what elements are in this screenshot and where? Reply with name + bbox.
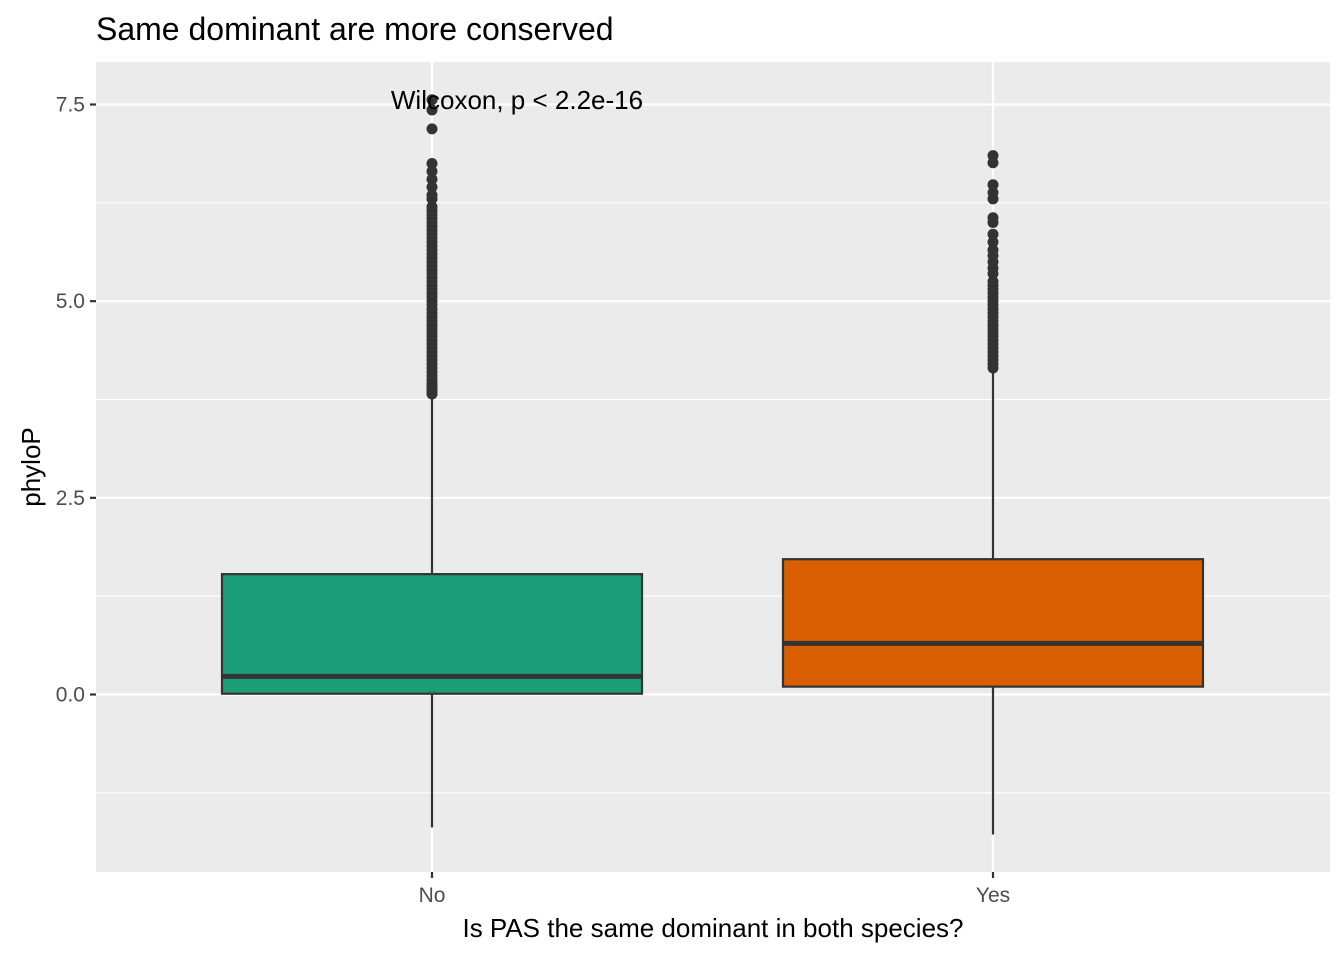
outlier-point xyxy=(987,228,999,240)
y-tick-label: 0.0 xyxy=(56,684,85,707)
outlier-point xyxy=(426,123,438,135)
outlier-point xyxy=(426,189,438,201)
outlier-point xyxy=(987,276,999,287)
outlier-point xyxy=(426,94,438,106)
y-tick-label: 2.5 xyxy=(56,487,85,510)
y-axis-title: phyloP xyxy=(16,427,46,507)
box-yes xyxy=(781,150,1205,835)
x-axis-title: Is PAS the same dominant in both species… xyxy=(462,913,963,943)
outlier-point xyxy=(426,158,438,169)
y-tick-label: 7.5 xyxy=(56,94,85,117)
iqr-box xyxy=(781,558,1205,688)
iqr-box xyxy=(220,573,644,695)
outlier-point xyxy=(987,150,999,162)
chart-title: Same dominant are more conserved xyxy=(96,11,614,47)
y-tick-label: 5.0 xyxy=(56,290,85,313)
outlier-point xyxy=(987,244,999,256)
outlier-point xyxy=(426,181,438,193)
outlier-point xyxy=(426,201,438,213)
outlier-point xyxy=(987,212,999,224)
x-axis: No Yes xyxy=(419,872,1010,907)
outlier-point xyxy=(426,104,438,116)
outlier-point xyxy=(987,187,999,199)
x-tick-label: No xyxy=(419,884,446,907)
plot-panel xyxy=(96,62,1330,872)
x-tick-label: Yes xyxy=(976,884,1010,907)
wilcoxon-annotation: Wilcoxon, p < 2.2e-16 xyxy=(391,85,643,115)
y-axis: 0.0 2.5 5.0 7.5 xyxy=(56,94,96,707)
outlier-point xyxy=(987,179,999,191)
outlier-point xyxy=(426,165,438,177)
outlier-point xyxy=(426,173,438,185)
box-no xyxy=(220,94,644,828)
box-layer xyxy=(220,94,1205,835)
outlier-point xyxy=(987,236,999,248)
